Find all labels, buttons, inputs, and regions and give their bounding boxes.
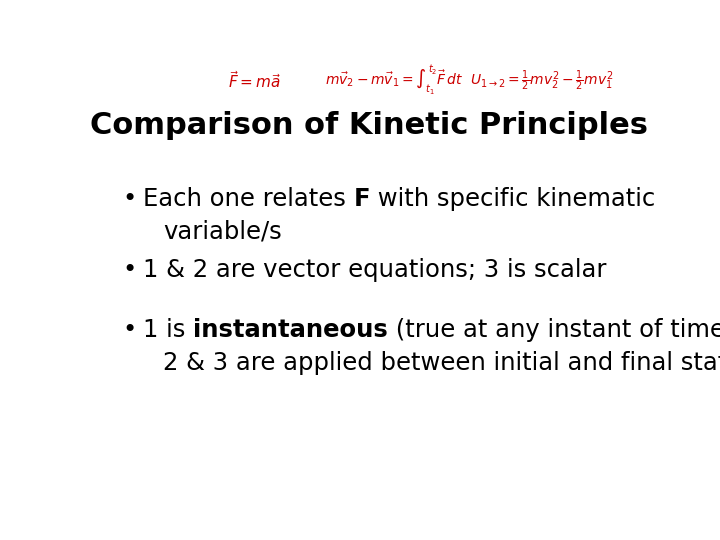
Text: 1 & 2 are vector equations; 3 is scalar: 1 & 2 are vector equations; 3 is scalar <box>143 258 606 282</box>
Text: •: • <box>122 319 137 342</box>
Text: 1 is: 1 is <box>143 319 193 342</box>
Text: with specific kinematic: with specific kinematic <box>370 187 655 212</box>
Text: $m\vec{v}_2 - m\vec{v}_1 = \int_{t_1}^{t_2}\vec{F}\,dt$: $m\vec{v}_2 - m\vec{v}_1 = \int_{t_1}^{t… <box>325 64 463 97</box>
Text: F: F <box>354 187 370 212</box>
Text: •: • <box>122 258 137 282</box>
Text: $\vec{F}=m\vec{a}$: $\vec{F}=m\vec{a}$ <box>228 70 282 91</box>
Text: (true at any instant of time);: (true at any instant of time); <box>388 319 720 342</box>
Text: instantaneous: instantaneous <box>193 319 388 342</box>
Text: Comparison of Kinetic Principles: Comparison of Kinetic Principles <box>90 111 648 140</box>
Text: $U_{1\to2} = \frac{1}{2}mv_2^2 - \frac{1}{2}mv_1^2$: $U_{1\to2} = \frac{1}{2}mv_2^2 - \frac{1… <box>470 69 613 93</box>
Text: •: • <box>122 187 137 212</box>
Text: variable/s: variable/s <box>163 220 282 244</box>
Text: Each one relates: Each one relates <box>143 187 354 212</box>
Text: 2 & 3 are applied between initial and final states: 2 & 3 are applied between initial and fi… <box>163 351 720 375</box>
